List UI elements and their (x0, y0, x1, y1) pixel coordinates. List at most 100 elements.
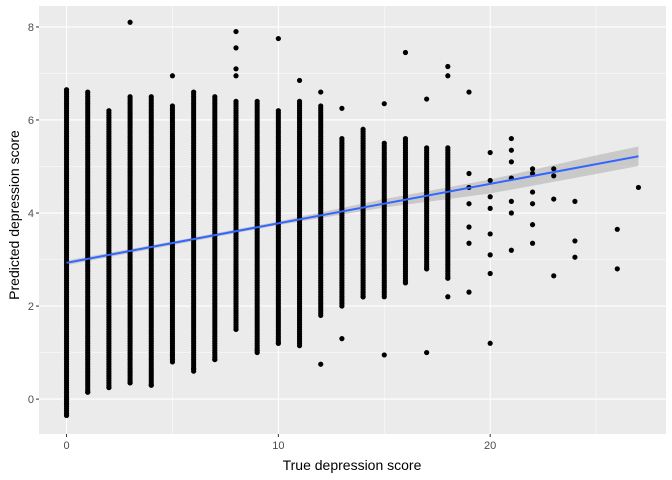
data-point (381, 140, 387, 146)
data-point (296, 77, 303, 84)
minor-gridlines (39, 6, 666, 434)
data-point (148, 382, 154, 388)
data-point (551, 273, 557, 279)
data-point (212, 356, 218, 363)
data-point (254, 347, 260, 353)
data-point (63, 396, 70, 402)
data-point (529, 222, 536, 228)
data-point (424, 266, 430, 272)
tick-labels: 0 10 20 0 2 4 6 8 (28, 22, 496, 452)
data-point (466, 89, 472, 95)
data-point (551, 196, 557, 202)
data-point (551, 173, 557, 179)
x-tick-label: 0 (63, 440, 69, 452)
data-point (212, 94, 218, 100)
data-point (106, 384, 112, 391)
data-point (63, 87, 70, 93)
data-point (233, 73, 239, 79)
panel-background (39, 6, 666, 434)
data-point (487, 252, 493, 258)
data-point (529, 189, 536, 195)
data-point (254, 98, 260, 104)
data-point (614, 266, 620, 272)
data-point (487, 177, 493, 184)
data-point (381, 352, 387, 358)
data-point (275, 108, 281, 114)
data-point (318, 361, 324, 367)
axis-ticks (36, 26, 491, 437)
data-point (169, 103, 176, 109)
data-point (402, 280, 409, 286)
data-point (127, 94, 133, 100)
data-point (424, 145, 430, 151)
data-point (424, 349, 430, 356)
data-point (318, 89, 324, 95)
data-point (360, 294, 366, 300)
data-point (127, 19, 133, 25)
data-point (635, 184, 642, 191)
data-point (318, 103, 324, 109)
data-point (233, 66, 239, 72)
fit-line (66, 155, 639, 264)
data-point (296, 98, 303, 104)
data-point (402, 135, 409, 142)
data-point (487, 149, 493, 156)
data-point (508, 159, 514, 165)
data-point (508, 198, 514, 204)
data-point (529, 201, 536, 207)
data-point (572, 254, 578, 260)
data-point (551, 166, 557, 172)
data-point (466, 224, 472, 230)
data-point (63, 412, 70, 418)
y-tick-label: 4 (28, 208, 34, 220)
data-point (148, 94, 154, 100)
data-point (445, 63, 451, 70)
data-point (466, 289, 472, 295)
data-point (445, 294, 451, 300)
data-point (466, 201, 472, 207)
data-point (275, 35, 281, 42)
data-point (85, 389, 91, 395)
x-tick-label: 10 (272, 440, 284, 452)
data-point (487, 340, 493, 346)
x-axis-title: True depression score (283, 457, 422, 473)
data-point (191, 366, 197, 372)
data-point (508, 135, 514, 142)
data-point (508, 210, 514, 216)
data-point (233, 98, 239, 104)
data-point (572, 198, 578, 204)
data-point (275, 340, 281, 346)
data-point (127, 380, 133, 386)
x-tick-label: 20 (484, 440, 496, 452)
data-point (445, 73, 451, 79)
major-gridlines (39, 6, 666, 434)
data-point (233, 28, 239, 35)
data-point (572, 238, 578, 244)
fit-line-layer (66, 155, 639, 264)
data-point (339, 105, 345, 111)
data-point (445, 145, 451, 151)
data-point (466, 170, 472, 177)
data-point (402, 49, 409, 56)
data-point (466, 240, 472, 246)
y-tick-label: 6 (28, 115, 34, 127)
data-point (487, 194, 493, 200)
data-point (487, 231, 493, 237)
data-point (296, 343, 303, 349)
data-point (360, 126, 366, 132)
data-point (106, 108, 112, 114)
data-point (339, 135, 345, 142)
data-point (85, 89, 91, 95)
data-point (529, 166, 536, 172)
data-point (233, 45, 239, 51)
y-tick-label: 8 (28, 22, 34, 34)
data-point (487, 205, 493, 211)
data-point (529, 240, 536, 246)
data-point (487, 270, 493, 277)
data-point (508, 147, 514, 153)
data-point (233, 326, 239, 332)
data-point (339, 336, 345, 342)
data-point (614, 226, 620, 232)
data-point (191, 89, 197, 95)
